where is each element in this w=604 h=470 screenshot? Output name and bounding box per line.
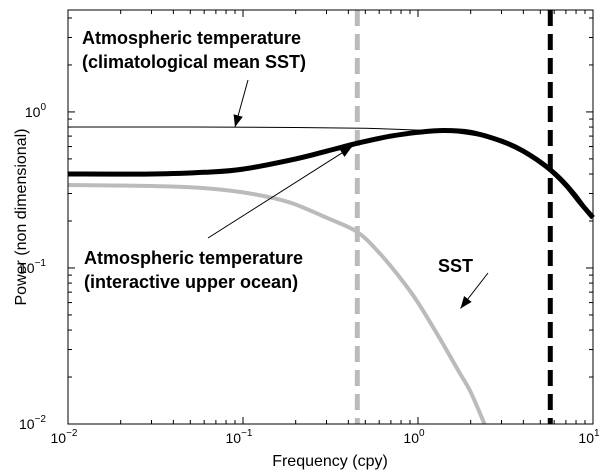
plot-frame	[67, 9, 594, 425]
annotation-sst: SST	[438, 256, 473, 276]
annotation-arrow	[207, 146, 353, 239]
annotation-arrow	[460, 272, 489, 309]
annotation-arrow	[233, 79, 249, 128]
annotation-climatological-line2: (climatological mean SST)	[82, 52, 306, 72]
annotation-climatological-line1: Atmospheric temperature	[82, 28, 301, 48]
annotation-interactive-line2: (interactive upper ocean)	[84, 272, 298, 292]
x-tick-exponent: 0	[419, 428, 425, 439]
x-axis-label: Frequency (cpy)	[272, 453, 388, 470]
x-tick-exponent: −2	[66, 428, 78, 439]
y-tick-exponent: −2	[35, 414, 47, 425]
series-line-thick-gray	[67, 183, 487, 425]
y-tick-exponent: −1	[35, 258, 47, 269]
y-axis-label: Power (non dimensional)	[13, 129, 30, 306]
x-tick-exponent: 1	[594, 428, 600, 439]
x-tick-exponent: −1	[241, 428, 253, 439]
series-line-thick-black	[67, 128, 595, 220]
annotation-interactive-line1: Atmospheric temperature	[84, 248, 303, 268]
y-tick-exponent: 0	[40, 102, 46, 113]
